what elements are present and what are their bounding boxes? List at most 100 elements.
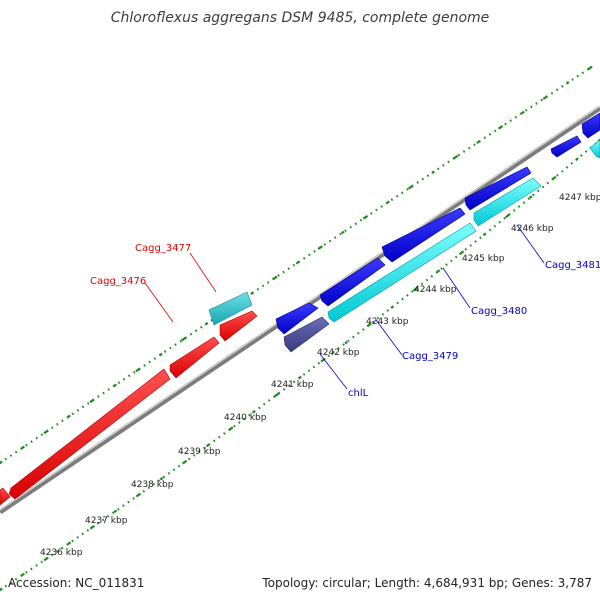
major-tick — [274, 392, 280, 398]
major-tick — [551, 175, 557, 181]
outer-major-ticks — [0, 65, 593, 465]
topology-summary: Topology: circular; Length: 4,684,931 bp… — [261, 576, 592, 590]
tick-label-4247: 4247 kbp — [559, 193, 600, 203]
gene-arrow-blue-5[interactable] — [550, 135, 582, 158]
major-tick — [431, 170, 435, 174]
major-tick — [452, 154, 459, 160]
major-tick — [135, 492, 142, 498]
major-tick — [476, 140, 480, 145]
tick-label-4242: 4242 kbp — [317, 348, 360, 358]
major-tick — [528, 195, 533, 199]
major-tick — [205, 443, 210, 448]
tick-label-4237: 4237 kbp — [85, 516, 128, 526]
map-title: Chloroflexus aggregans DSM 9485, complet… — [111, 10, 490, 26]
major-tick — [587, 65, 593, 71]
tick-label-4240: 4240 kbp — [224, 413, 267, 423]
forward-strand-genes — [275, 112, 600, 353]
gene-labels: Cagg_3477 Cagg_3476 chlL Cagg_3479 Cagg_… — [90, 224, 600, 399]
major-tick — [159, 352, 163, 357]
major-tick — [386, 200, 390, 205]
major-tick — [43, 429, 49, 435]
major-tick — [251, 410, 256, 414]
gene-label-chll[interactable]: chlL — [348, 388, 369, 399]
major-tick — [0, 587, 3, 592]
gene-label-cagg-3477[interactable]: Cagg_3477 — [135, 243, 191, 254]
gene-arrow-cagg-3480[interactable] — [473, 177, 542, 227]
major-tick — [67, 541, 72, 545]
major-tick — [521, 110, 525, 115]
major-tick — [67, 414, 71, 419]
major-tick — [159, 476, 164, 481]
reverse-strand-genes — [0, 291, 258, 506]
leader-line-cagg-3476 — [144, 282, 174, 323]
leader-line-chll — [319, 353, 348, 390]
gene-arrow-cagg-3475[interactable] — [0, 487, 11, 506]
gene-arrow-chll[interactable] — [283, 316, 330, 353]
major-tick — [497, 125, 504, 130]
major-tick — [412, 286, 419, 292]
major-tick — [89, 524, 96, 530]
gene-arrow-cagg-3479[interactable] — [327, 222, 477, 323]
gene-label-cagg-3480[interactable]: Cagg_3480 — [471, 306, 527, 317]
tick-labels: 4236 kbp 4237 kbp 4238 kbp 4239 kbp 4240… — [40, 193, 600, 558]
major-tick — [344, 340, 348, 345]
gene-label-cagg-3481[interactable]: Cagg_3481 — [545, 260, 600, 271]
major-tick — [565, 81, 570, 85]
tick-label-4241: 4241 kbp — [271, 380, 314, 390]
major-tick — [436, 269, 441, 273]
major-tick — [0, 460, 3, 465]
tick-label-4238: 4238 kbp — [131, 480, 174, 490]
major-tick — [43, 556, 49, 562]
gene-arrow-cagg-3481[interactable] — [589, 139, 600, 159]
major-tick — [21, 572, 25, 577]
leader-line-cagg-3479 — [375, 319, 403, 356]
major-tick — [272, 275, 278, 281]
major-tick — [340, 230, 345, 235]
tick-label-4245: 4245 kbp — [462, 254, 505, 264]
major-tick — [250, 291, 254, 295]
major-tick — [21, 445, 25, 450]
major-tick — [135, 367, 141, 373]
major-tick — [362, 214, 369, 220]
major-tick — [407, 184, 414, 190]
tick-label-4244: 4244 kbp — [414, 285, 457, 295]
tick-label-4243: 4243 kbp — [366, 317, 409, 327]
major-tick — [181, 459, 188, 465]
major-tick — [228, 426, 234, 432]
gene-arrow-cagg-3477[interactable] — [219, 310, 258, 342]
major-tick — [575, 157, 579, 161]
tick-label-4239: 4239 kbp — [178, 447, 221, 457]
major-tick — [113, 383, 117, 388]
major-tick — [89, 398, 95, 404]
leader-line-cagg-3480 — [442, 267, 471, 309]
accession-text: Accession: NC_011831 — [8, 576, 144, 590]
gene-arrow-cagg-3476[interactable] — [8, 368, 171, 500]
major-tick — [505, 213, 511, 219]
inner-tick-dots — [0, 139, 600, 591]
gene-label-cagg-3476[interactable]: Cagg_3476 — [90, 276, 146, 287]
major-tick — [295, 261, 300, 265]
tick-label-4246: 4246 kbp — [511, 224, 554, 234]
major-tick — [317, 245, 323, 250]
gene-arrow-cagg-3476b[interactable] — [169, 336, 220, 379]
major-tick — [390, 305, 395, 309]
gene-arrow-cagg-3477-teal[interactable] — [208, 291, 253, 326]
major-tick — [542, 95, 549, 100]
leader-line-cagg-3477 — [189, 252, 217, 293]
gene-arrow-blue-1[interactable] — [275, 302, 319, 335]
major-tick — [366, 322, 372, 328]
major-tick — [180, 336, 187, 342]
gene-arrow-blue-4[interactable] — [464, 166, 532, 211]
gene-arrow-blue-2[interactable] — [319, 257, 386, 307]
outer-tick-ring — [0, 65, 593, 465]
major-tick — [204, 321, 209, 326]
major-tick — [458, 250, 465, 256]
major-tick — [298, 375, 302, 380]
gene-arrow-blue-6[interactable] — [581, 112, 600, 139]
leader-line-cagg-3481 — [516, 224, 545, 264]
gene-arrow-blue-3[interactable] — [381, 207, 466, 263]
tick-label-4236: 4236 kbp — [40, 548, 83, 558]
major-tick — [482, 232, 487, 237]
gene-label-cagg-3479[interactable]: Cagg_3479 — [402, 351, 458, 362]
